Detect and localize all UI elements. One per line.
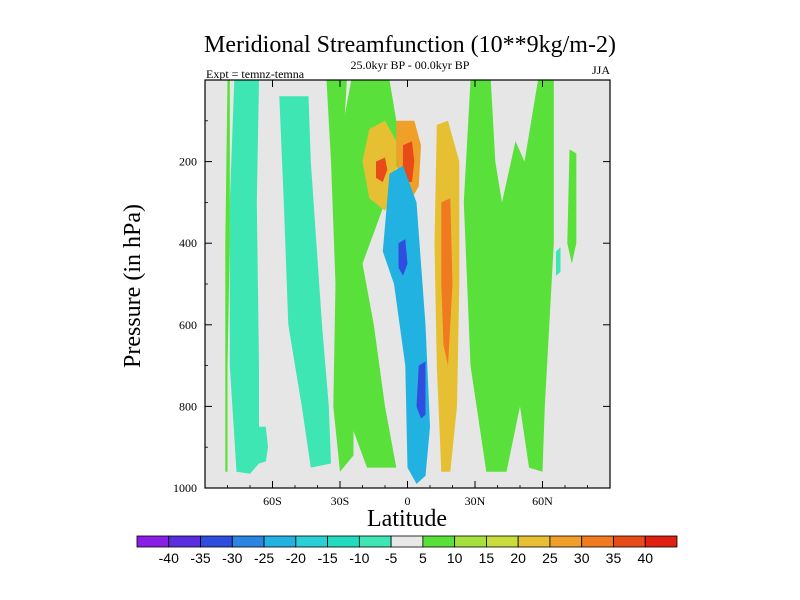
colorbar-swatch — [263, 535, 297, 548]
colorbar-label: -20 — [286, 550, 306, 566]
contour-region-nh-hadley-core — [441, 198, 453, 366]
colorbar-swatch — [358, 535, 392, 548]
y-tick-label: 800 — [179, 399, 197, 413]
colorbar-label: 25 — [542, 550, 558, 566]
colorbar: -40 -35 -30 -25 -20 -15 -10 -5 5 10 15 20 25 30 35 40 — [136, 535, 678, 566]
contour-region-equatorial-negative-lower — [416, 361, 426, 419]
colorbar-label: 35 — [606, 550, 622, 566]
colorbar-label: -15 — [317, 550, 337, 566]
colorbar-label: -5 — [385, 550, 398, 566]
colorbar-label: 10 — [447, 550, 463, 566]
colorbar-swatch — [327, 535, 360, 548]
contour-region-sh-small-blob — [256, 426, 268, 464]
y-tick-label: 200 — [179, 155, 197, 169]
colorbar-swatch — [613, 535, 646, 548]
colorbar-swatch — [454, 535, 487, 548]
contour-region-nh-small-negative — [556, 247, 561, 276]
colorbar-swatch — [644, 535, 678, 548]
x-tick-label: 0 — [405, 494, 411, 508]
colorbar-label: -30 — [222, 550, 242, 566]
colorbar-swatch — [390, 535, 424, 548]
colorbar-label: 15 — [479, 550, 495, 566]
x-tick-label: 30S — [331, 494, 350, 508]
colorbar-label: 5 — [419, 550, 427, 566]
colorbar-swatch — [517, 535, 551, 548]
x-tick-label: 60N — [532, 494, 553, 508]
colorbar-swatch — [295, 535, 328, 548]
y-tick-label: 600 — [179, 318, 197, 332]
y-tick-label: 400 — [179, 236, 197, 250]
y-tick-label: 1000 — [173, 481, 197, 495]
chart-subtitle: 25.0kyr BP - 00.0kyr BP — [351, 58, 470, 72]
colorbar-swatch — [422, 535, 456, 548]
x-axis-label: Latitude — [367, 506, 447, 532]
colorbar-label: 30 — [574, 550, 590, 566]
contour-region-sh-polar-cell-outer — [229, 80, 259, 474]
experiment-label: Expt = temnz-temna — [206, 67, 305, 81]
contour-regions — [225, 80, 577, 484]
x-tick-label: 60S — [263, 494, 282, 508]
colorbar-label: 20 — [510, 550, 526, 566]
contour-region-sh-midlat-positive — [225, 80, 230, 472]
colorbar-swatch — [200, 535, 233, 548]
season-label: JJA — [592, 63, 610, 77]
colorbar-swatch — [581, 535, 614, 548]
colorbar-label: 40 — [637, 550, 653, 566]
colorbar-swatch — [549, 535, 583, 548]
contour-region-nh-midlat-positive — [463, 80, 554, 472]
colorbar-label: -35 — [190, 550, 210, 566]
colorbar-swatch — [486, 535, 519, 548]
colorbar-swatch — [136, 535, 170, 548]
contour-region-upper-high-core-left-peak — [376, 157, 388, 182]
colorbar-label: -10 — [349, 550, 369, 566]
plot-area: 60S 30S 0 30N 60N 200 400 600 800 1000 — [173, 79, 611, 508]
contour-region-equatorial-negative-core — [398, 239, 408, 276]
contour-region-nh-polar-positive — [567, 149, 577, 264]
colorbar-swatch — [231, 535, 265, 548]
x-tick-label: 30N — [465, 494, 486, 508]
contour-region-upper-high-core-right-peak — [403, 141, 415, 182]
colorbar-label: -25 — [254, 550, 274, 566]
colorbar-label: -40 — [159, 550, 179, 566]
contour-region-sh-broad-negative — [279, 96, 331, 468]
chart-title: Meridional Streamfunction (10**9kg/m-2) — [204, 32, 616, 58]
y-axis-label: Pressure (in hPa) — [120, 204, 146, 368]
colorbar-swatch — [168, 535, 201, 548]
